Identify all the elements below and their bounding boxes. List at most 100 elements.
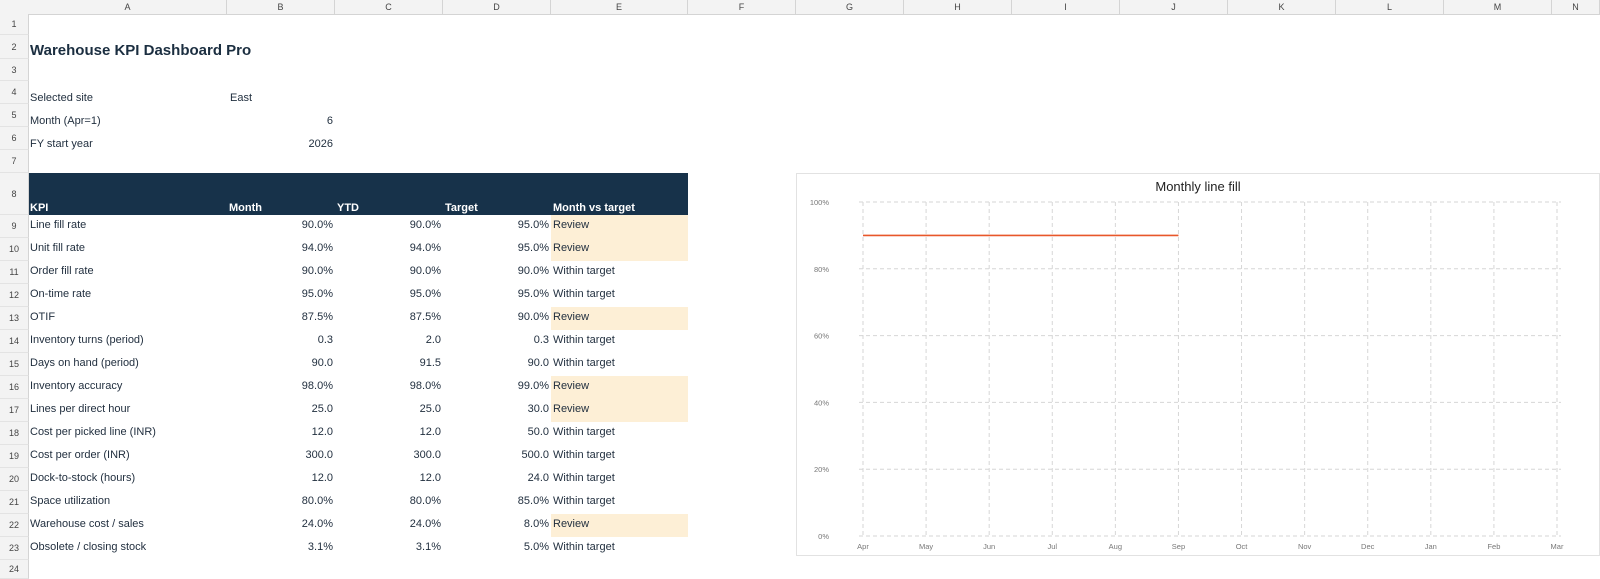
row-header-15[interactable]: 15	[0, 353, 29, 376]
kpi-name: Lines per direct hour	[30, 403, 131, 415]
row-header-16[interactable]: 16	[0, 376, 29, 399]
kpi-month-value[interactable]: 94.0%	[301, 242, 333, 254]
kpi-target-value[interactable]: 8.0%	[523, 518, 549, 530]
kpi-ytd-value[interactable]: 12.0	[419, 472, 441, 484]
row-header-13[interactable]: 13	[0, 307, 29, 330]
monthly-line-fill-chart[interactable]: Monthly line fill 0% 20% 40% 60% 80% 100% Apr Ma…	[796, 173, 1600, 556]
kpi-ytd-value[interactable]: 300.0	[413, 449, 441, 461]
kpi-ytd-value[interactable]: 90.0%	[409, 265, 441, 277]
kpi-month-value[interactable]: 0.3	[317, 334, 333, 346]
kpi-target-value[interactable]: 90.0%	[517, 311, 549, 323]
kpi-month-value[interactable]: 25.0	[311, 403, 333, 415]
column-header-A[interactable]: A	[29, 0, 227, 14]
column-header-E[interactable]: E	[551, 0, 688, 14]
kpi-target-value[interactable]: 5.0%	[523, 541, 549, 553]
dashboard-title: Warehouse KPI Dashboard Pro	[30, 42, 252, 59]
kpi-ytd-value[interactable]: 94.0%	[409, 242, 441, 254]
column-header-G[interactable]: G	[796, 0, 904, 14]
kpi-target-value[interactable]: 85.0%	[517, 495, 549, 507]
row-header-1[interactable]: 1	[0, 14, 29, 35]
row-header-3[interactable]: 3	[0, 59, 29, 81]
row-header-9[interactable]: 9	[0, 215, 29, 238]
kpi-status: Review	[553, 311, 590, 323]
column-header-F[interactable]: F	[688, 0, 796, 14]
row-header-22[interactable]: 22	[0, 514, 29, 537]
kpi-status: Within target	[553, 426, 615, 438]
kpi-target-value[interactable]: 90.0%	[517, 265, 549, 277]
row-header-14[interactable]: 14	[0, 330, 29, 353]
kpi-month-value[interactable]: 95.0%	[301, 288, 333, 300]
kpi-target-value[interactable]: 0.3	[533, 334, 549, 346]
x-tick-label: Nov	[1298, 542, 1312, 551]
kpi-month-value[interactable]: 12.0	[311, 472, 333, 484]
kpi-target-value[interactable]: 95.0%	[517, 219, 549, 231]
row-header-24[interactable]: 24	[0, 560, 29, 579]
row-header-8[interactable]: 8	[0, 173, 29, 215]
kpi-target-value[interactable]: 99.0%	[517, 380, 549, 392]
row-header-6[interactable]: 6	[0, 127, 29, 150]
param-value[interactable]: East	[230, 92, 253, 104]
column-header-N[interactable]: N	[1552, 0, 1600, 14]
kpi-ytd-value[interactable]: 2.0	[425, 334, 441, 346]
param-value[interactable]: 6	[326, 115, 333, 127]
row-header-23[interactable]: 23	[0, 537, 29, 560]
kpi-target-value[interactable]: 90.0	[527, 357, 549, 369]
param-value[interactable]: 2026	[308, 138, 333, 150]
column-header-L[interactable]: L	[1336, 0, 1444, 14]
kpi-ytd-value[interactable]: 91.5	[419, 357, 441, 369]
row-header-19[interactable]: 19	[0, 445, 29, 468]
row-header-20[interactable]: 20	[0, 468, 29, 491]
column-header-M[interactable]: M	[1444, 0, 1552, 14]
column-header-H[interactable]: H	[904, 0, 1012, 14]
kpi-ytd-value[interactable]: 24.0%	[409, 518, 441, 530]
kpi-name: Dock-to-stock (hours)	[30, 472, 136, 484]
kpi-month-value[interactable]: 98.0%	[301, 380, 333, 392]
column-header-I[interactable]: I	[1012, 0, 1120, 14]
kpi-month-value[interactable]: 87.5%	[301, 311, 333, 323]
kpi-ytd-value[interactable]: 90.0%	[409, 219, 441, 231]
row-header-5[interactable]: 5	[0, 104, 29, 127]
x-tick-label: Sep	[1172, 542, 1185, 551]
kpi-target-value[interactable]: 24.0	[527, 472, 549, 484]
kpi-month-value[interactable]: 90.0	[311, 357, 333, 369]
kpi-ytd-value[interactable]: 95.0%	[409, 288, 441, 300]
kpi-month-value[interactable]: 12.0	[311, 426, 333, 438]
kpi-target-value[interactable]: 50.0	[527, 426, 549, 438]
kpi-month-value[interactable]: 3.1%	[307, 541, 333, 553]
review-highlight	[551, 307, 688, 330]
kpi-month-value[interactable]: 80.0%	[301, 495, 333, 507]
kpi-ytd-value[interactable]: 3.1%	[415, 541, 441, 553]
kpi-target-value[interactable]: 95.0%	[517, 288, 549, 300]
row-header-4[interactable]: 4	[0, 81, 29, 104]
kpi-target-value[interactable]: 500.0	[521, 449, 549, 461]
row-header-7[interactable]: 7	[0, 150, 29, 173]
kpi-target-value[interactable]: 30.0	[527, 403, 549, 415]
row-header-11[interactable]: 11	[0, 261, 29, 284]
column-header-D[interactable]: D	[443, 0, 551, 14]
column-header-K[interactable]: K	[1228, 0, 1336, 14]
kpi-target-value[interactable]: 95.0%	[517, 242, 549, 254]
row-header-21[interactable]: 21	[0, 491, 29, 514]
row-header-12[interactable]: 12	[0, 284, 29, 307]
kpi-ytd-value[interactable]: 87.5%	[409, 311, 441, 323]
kpi-month-value[interactable]: 300.0	[305, 449, 333, 461]
kpi-status: Review	[553, 518, 590, 530]
column-header-C[interactable]: C	[335, 0, 443, 14]
x-tick-label: Mar	[1551, 542, 1564, 551]
row-header-17[interactable]: 17	[0, 399, 29, 422]
row-header-2[interactable]: 2	[0, 35, 29, 59]
kpi-ytd-value[interactable]: 80.0%	[409, 495, 441, 507]
kpi-ytd-value[interactable]: 98.0%	[409, 380, 441, 392]
kpi-ytd-value[interactable]: 25.0	[419, 403, 441, 415]
column-header-J[interactable]: J	[1120, 0, 1228, 14]
kpi-ytd-value[interactable]: 12.0	[419, 426, 441, 438]
x-tick-label: Jun	[983, 542, 995, 551]
row-header-10[interactable]: 10	[0, 238, 29, 261]
kpi-month-value[interactable]: 90.0%	[301, 265, 333, 277]
kpi-month-value[interactable]: 90.0%	[301, 219, 333, 231]
x-tick-label: Aug	[1109, 542, 1122, 551]
column-header-B[interactable]: B	[227, 0, 335, 14]
row-header-18[interactable]: 18	[0, 422, 29, 445]
kpi-month-value[interactable]: 24.0%	[301, 518, 333, 530]
